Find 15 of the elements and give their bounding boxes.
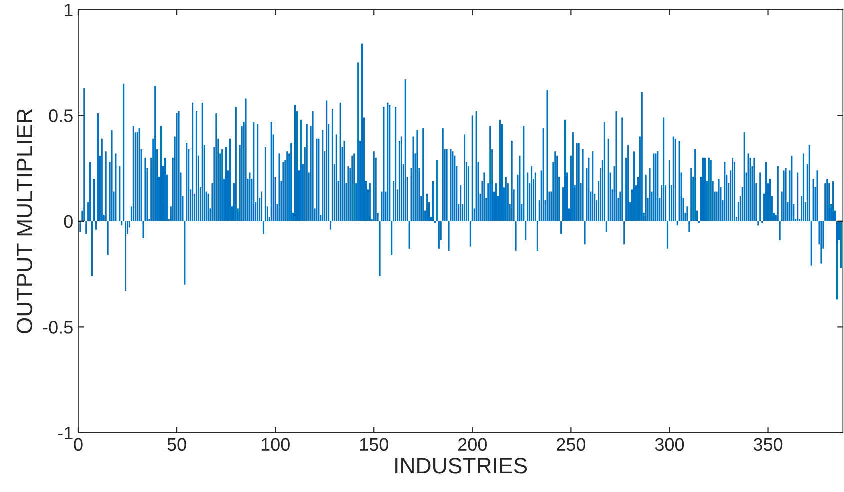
x-tick-label: 0	[74, 438, 83, 452]
x-tick-label: 250	[557, 438, 586, 452]
y-axis-title: OUTPUT MULTIPLIER	[16, 109, 33, 334]
x-tick-label: 50	[168, 438, 186, 452]
x-tick-label: 200	[458, 438, 488, 452]
x-axis-title: INDUSTRIES	[396, 458, 528, 474]
y-tick-label: -1	[58, 427, 73, 440]
y-tick-label: 0	[64, 215, 73, 228]
x-tick-label: 150	[360, 438, 388, 452]
x-tick-label: 350	[754, 438, 783, 452]
x-tick-label: 300	[655, 438, 684, 452]
x-tick-label: 100	[262, 438, 290, 452]
y-tick-label: 1	[64, 4, 73, 16]
y-tick-label: 0.5	[49, 110, 73, 122]
y-tick-label: -0.5	[43, 321, 73, 334]
